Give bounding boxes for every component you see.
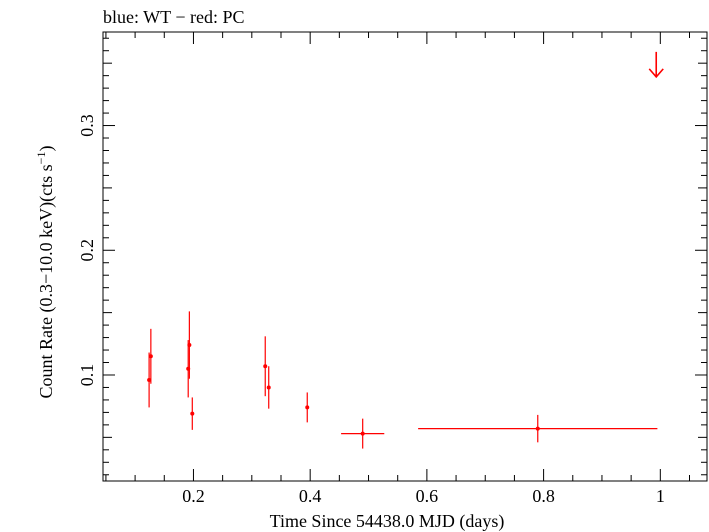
data-point	[147, 377, 152, 382]
data-point	[190, 411, 195, 416]
data-point	[535, 426, 540, 431]
chart-title: blue: WT − red: PC	[103, 7, 244, 27]
x-axis-label: Time Since 54438.0 MJD (days)	[270, 511, 505, 532]
x-axis: 0.2 0.4 0.6 0.8 1	[105, 32, 690, 506]
y-axis: 0.1 0.2 0.3	[77, 37, 707, 476]
data-point	[360, 431, 365, 436]
data-point	[148, 354, 153, 359]
x-tick-label: 0.2	[182, 486, 205, 506]
x-tick-label: 0.4	[299, 486, 322, 506]
data-point	[266, 385, 271, 390]
y-axis-label-exponent: −1	[34, 152, 48, 165]
x-tick-label: 0.8	[532, 486, 555, 506]
data-point	[305, 405, 310, 410]
y-axis-label-tail: )	[36, 146, 57, 152]
y-axis-label: Count Rate (0.3−10.0 keV)(cts s−1)	[34, 146, 57, 399]
y-tick-label: 0.1	[77, 364, 97, 387]
x-tick-label: 1	[656, 486, 665, 506]
data-point	[263, 364, 268, 369]
data-points	[147, 51, 664, 449]
y-tick-label: 0.2	[77, 239, 97, 262]
y-axis-label-main: Count Rate (0.3−10.0 keV)(cts s	[36, 164, 57, 398]
x-tick-label: 0.6	[416, 486, 439, 506]
data-point	[187, 343, 192, 348]
upper-limit-arrow	[648, 51, 664, 79]
y-tick-label: 0.3	[77, 114, 97, 136]
plot-frame	[102, 31, 708, 482]
